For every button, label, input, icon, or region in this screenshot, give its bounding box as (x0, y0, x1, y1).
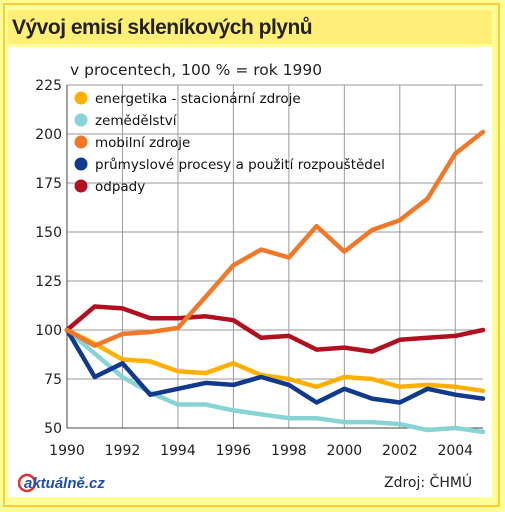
y-tick-label: 150 (35, 225, 62, 241)
y-tick-label: 175 (35, 176, 62, 192)
x-tick-label: 1990 (49, 443, 85, 459)
legend-marker (74, 91, 88, 105)
source-note: Zdroj: ČHMÚ (384, 473, 472, 491)
legend-label: mobilní zdroje (95, 135, 190, 151)
x-tick-label: 2002 (382, 443, 418, 459)
y-tick-label: 225 (35, 78, 62, 94)
chart-panel (8, 47, 492, 497)
chart-subtitle: v procentech, 100 % = rok 1990 (70, 61, 322, 79)
legend-label: zemědělství (95, 113, 178, 129)
y-tick-label: 200 (35, 127, 62, 143)
chart-title: Vývoj emisí skleníkových plynů (12, 16, 313, 39)
logo-text: aktuálně.cz (24, 475, 105, 492)
y-tick-label: 100 (35, 323, 62, 339)
x-tick-label: 1992 (105, 443, 141, 459)
logo-swirl-icon (18, 473, 37, 493)
legend-marker (74, 135, 88, 149)
x-tick-label: 1996 (216, 443, 252, 459)
series-line-2 (64, 129, 486, 348)
x-tick-label: 1994 (160, 443, 196, 459)
series-line-3 (64, 327, 486, 405)
legend-label: průmyslové procesy a použití rozpouštěde… (95, 157, 385, 173)
x-tick-label: 2004 (437, 443, 473, 459)
series-lines (64, 129, 486, 435)
series-line-1 (64, 327, 486, 435)
legend-label: energetika - stacionární zdroje (95, 91, 301, 107)
legend-marker (74, 179, 88, 193)
legend-label: odpady (95, 179, 145, 195)
y-tick-label: 50 (44, 421, 62, 437)
y-tick-label: 75 (44, 372, 62, 388)
legend-marker (74, 157, 88, 171)
aktualne-logo[interactable]: aktuálně.cz (18, 470, 130, 496)
series-line-4 (64, 304, 486, 354)
y-tick-label: 125 (35, 274, 62, 290)
legend: energetika - stacionární zdroje zemědělst… (74, 91, 385, 195)
x-tick-label: 2000 (327, 443, 363, 459)
series-line-0 (64, 327, 486, 394)
title-bar (8, 10, 492, 44)
y-axis-ticks: 50 75 100 125 150 175 200 225 (35, 78, 62, 437)
x-tick-label: 1998 (271, 443, 307, 459)
x-axis-ticks: 1990 1992 1994 1996 1998 2000 2002 2004 (49, 443, 473, 459)
legend-marker (74, 113, 88, 127)
